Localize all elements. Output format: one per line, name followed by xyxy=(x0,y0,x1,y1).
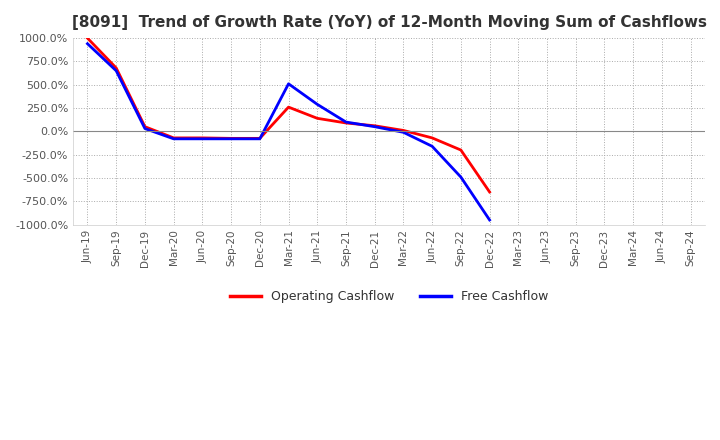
Operating Cashflow xyxy=(169,135,178,140)
Operating Cashflow xyxy=(370,123,379,128)
Free Cashflow xyxy=(140,126,149,131)
Operating Cashflow xyxy=(342,120,351,125)
Free Cashflow xyxy=(342,119,351,125)
Operating Cashflow xyxy=(428,135,436,140)
Operating Cashflow xyxy=(256,136,264,141)
Operating Cashflow xyxy=(284,104,293,110)
Free Cashflow xyxy=(256,136,264,142)
Free Cashflow xyxy=(428,143,436,149)
Free Cashflow xyxy=(370,124,379,129)
Operating Cashflow xyxy=(399,128,408,133)
Free Cashflow xyxy=(399,130,408,135)
Line: Free Cashflow: Free Cashflow xyxy=(87,44,490,220)
Operating Cashflow xyxy=(456,147,465,153)
Operating Cashflow xyxy=(83,36,91,41)
Operating Cashflow xyxy=(140,124,149,129)
Operating Cashflow xyxy=(313,116,322,121)
Operating Cashflow xyxy=(227,136,235,141)
Title: [8091]  Trend of Growth Rate (YoY) of 12-Month Moving Sum of Cashflows: [8091] Trend of Growth Rate (YoY) of 12-… xyxy=(71,15,706,30)
Legend: Operating Cashflow, Free Cashflow: Operating Cashflow, Free Cashflow xyxy=(225,285,553,308)
Free Cashflow xyxy=(313,102,322,107)
Free Cashflow xyxy=(83,41,91,46)
Operating Cashflow xyxy=(112,65,120,70)
Free Cashflow xyxy=(456,174,465,180)
Free Cashflow xyxy=(169,136,178,142)
Free Cashflow xyxy=(284,81,293,86)
Line: Operating Cashflow: Operating Cashflow xyxy=(87,38,490,192)
Free Cashflow xyxy=(485,217,494,223)
Free Cashflow xyxy=(198,136,207,142)
Free Cashflow xyxy=(227,136,235,142)
Operating Cashflow xyxy=(485,189,494,194)
Operating Cashflow xyxy=(198,135,207,140)
Free Cashflow xyxy=(112,68,120,73)
